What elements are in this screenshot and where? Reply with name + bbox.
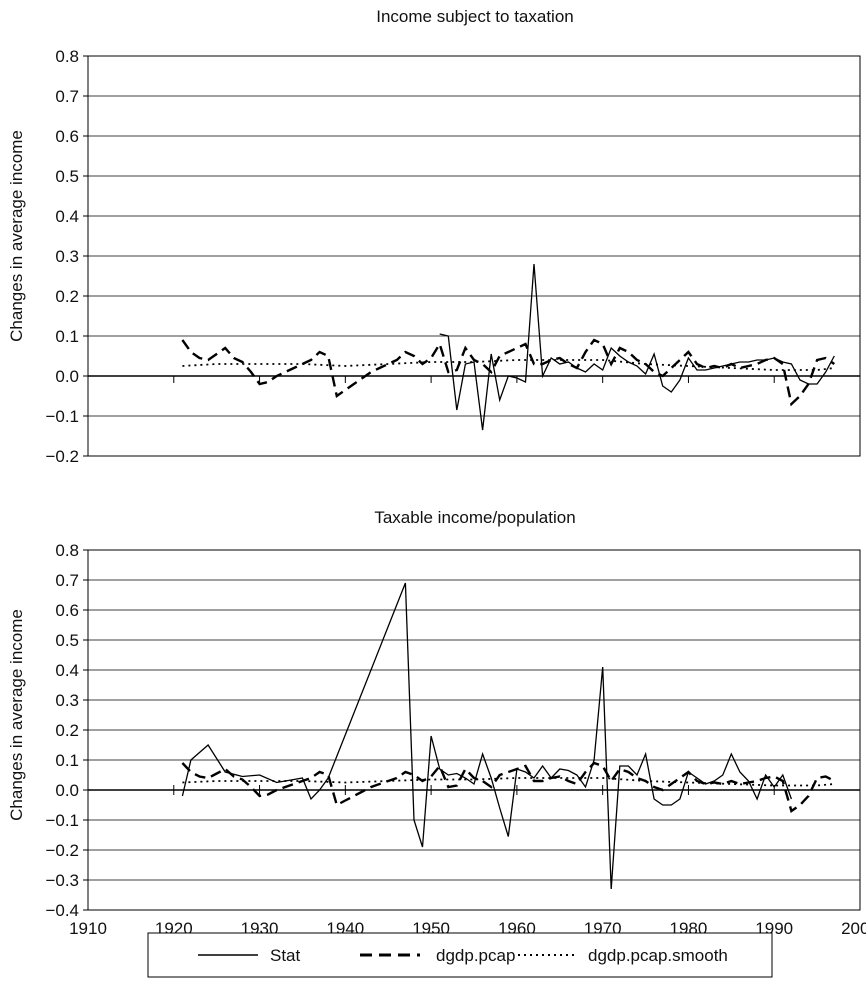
chart-title: Income subject to taxation (376, 7, 574, 26)
y-tick-label: 0.8 (55, 47, 79, 66)
y-tick-label: 0.0 (55, 781, 79, 800)
panel-top: Income subject to taxation Changes in av… (7, 7, 861, 466)
series-line-stat (439, 263, 835, 431)
legend-label-dgdp-pcap-smooth: dgdp.pcap.smooth (588, 946, 728, 965)
series-group (181, 582, 835, 890)
x-tick-label: 1910 (69, 919, 107, 938)
legend-label-dgdp-pcap: dgdp.pcap (436, 946, 515, 965)
gridlines (88, 55, 860, 457)
y-tick-labels: −0.4 −0.3 −0.2 −0.1 0.0 0.1 0.2 0.3 0.4 0.5 0.6 0.7… (45, 541, 88, 920)
y-tick-label: 0.4 (55, 207, 79, 226)
y-tick-label: −0.2 (45, 841, 79, 860)
y-tick-label: 0.6 (55, 127, 79, 146)
y-tick-label: 0.0 (55, 367, 79, 386)
y-tick-label: −0.1 (45, 811, 79, 830)
y-axis-label: Changes in average income (7, 609, 26, 821)
y-tick-label: 0.8 (55, 541, 79, 560)
y-tick-label: −0.4 (45, 901, 79, 920)
y-tick-label: 0.1 (55, 327, 79, 346)
x-tick-label: 2000 (841, 919, 866, 938)
gridlines (88, 549, 860, 911)
y-tick-label: 0.7 (55, 571, 79, 590)
y-axis-label: Changes in average income (7, 130, 26, 342)
series-line-dgdp-pcap (181, 761, 835, 813)
y-tick-label: 0.2 (55, 287, 79, 306)
legend-label-stat: Stat (270, 946, 301, 965)
y-tick-label: 0.5 (55, 631, 79, 650)
chart-title: Taxable income/population (374, 508, 575, 527)
y-tick-label: 0.1 (55, 751, 79, 770)
y-tick-label: −0.3 (45, 871, 79, 890)
y-tick-label: 0.3 (55, 247, 79, 266)
series-line-dgdp-pcap-smooth (182, 359, 835, 371)
y-tick-label: −0.2 (45, 447, 79, 466)
y-tick-label: 0.3 (55, 691, 79, 710)
series-line-stat (181, 582, 793, 890)
panel-bottom: Taxable income/population Changes in ave… (7, 508, 866, 938)
zero-axis (88, 375, 860, 383)
legend: Stat dgdp.pcap dgdp.pcap.smooth (147, 932, 773, 978)
y-tick-label: 0.2 (55, 721, 79, 740)
y-tick-label: 0.6 (55, 601, 79, 620)
y-tick-label: −0.1 (45, 407, 79, 426)
y-tick-label: 0.5 (55, 167, 79, 186)
series-group (181, 263, 835, 431)
y-tick-label: 0.7 (55, 87, 79, 106)
y-tick-label: 0.4 (55, 661, 79, 680)
x-tick-labels: 1910192019301940195019601970198019902000 (69, 785, 866, 938)
series-line-dgdp-pcap (181, 338, 835, 407)
y-tick-labels: −0.2 −0.1 0.0 0.1 0.2 0.3 0.4 0.5 0.6 0.7 0.8 (45, 47, 88, 466)
